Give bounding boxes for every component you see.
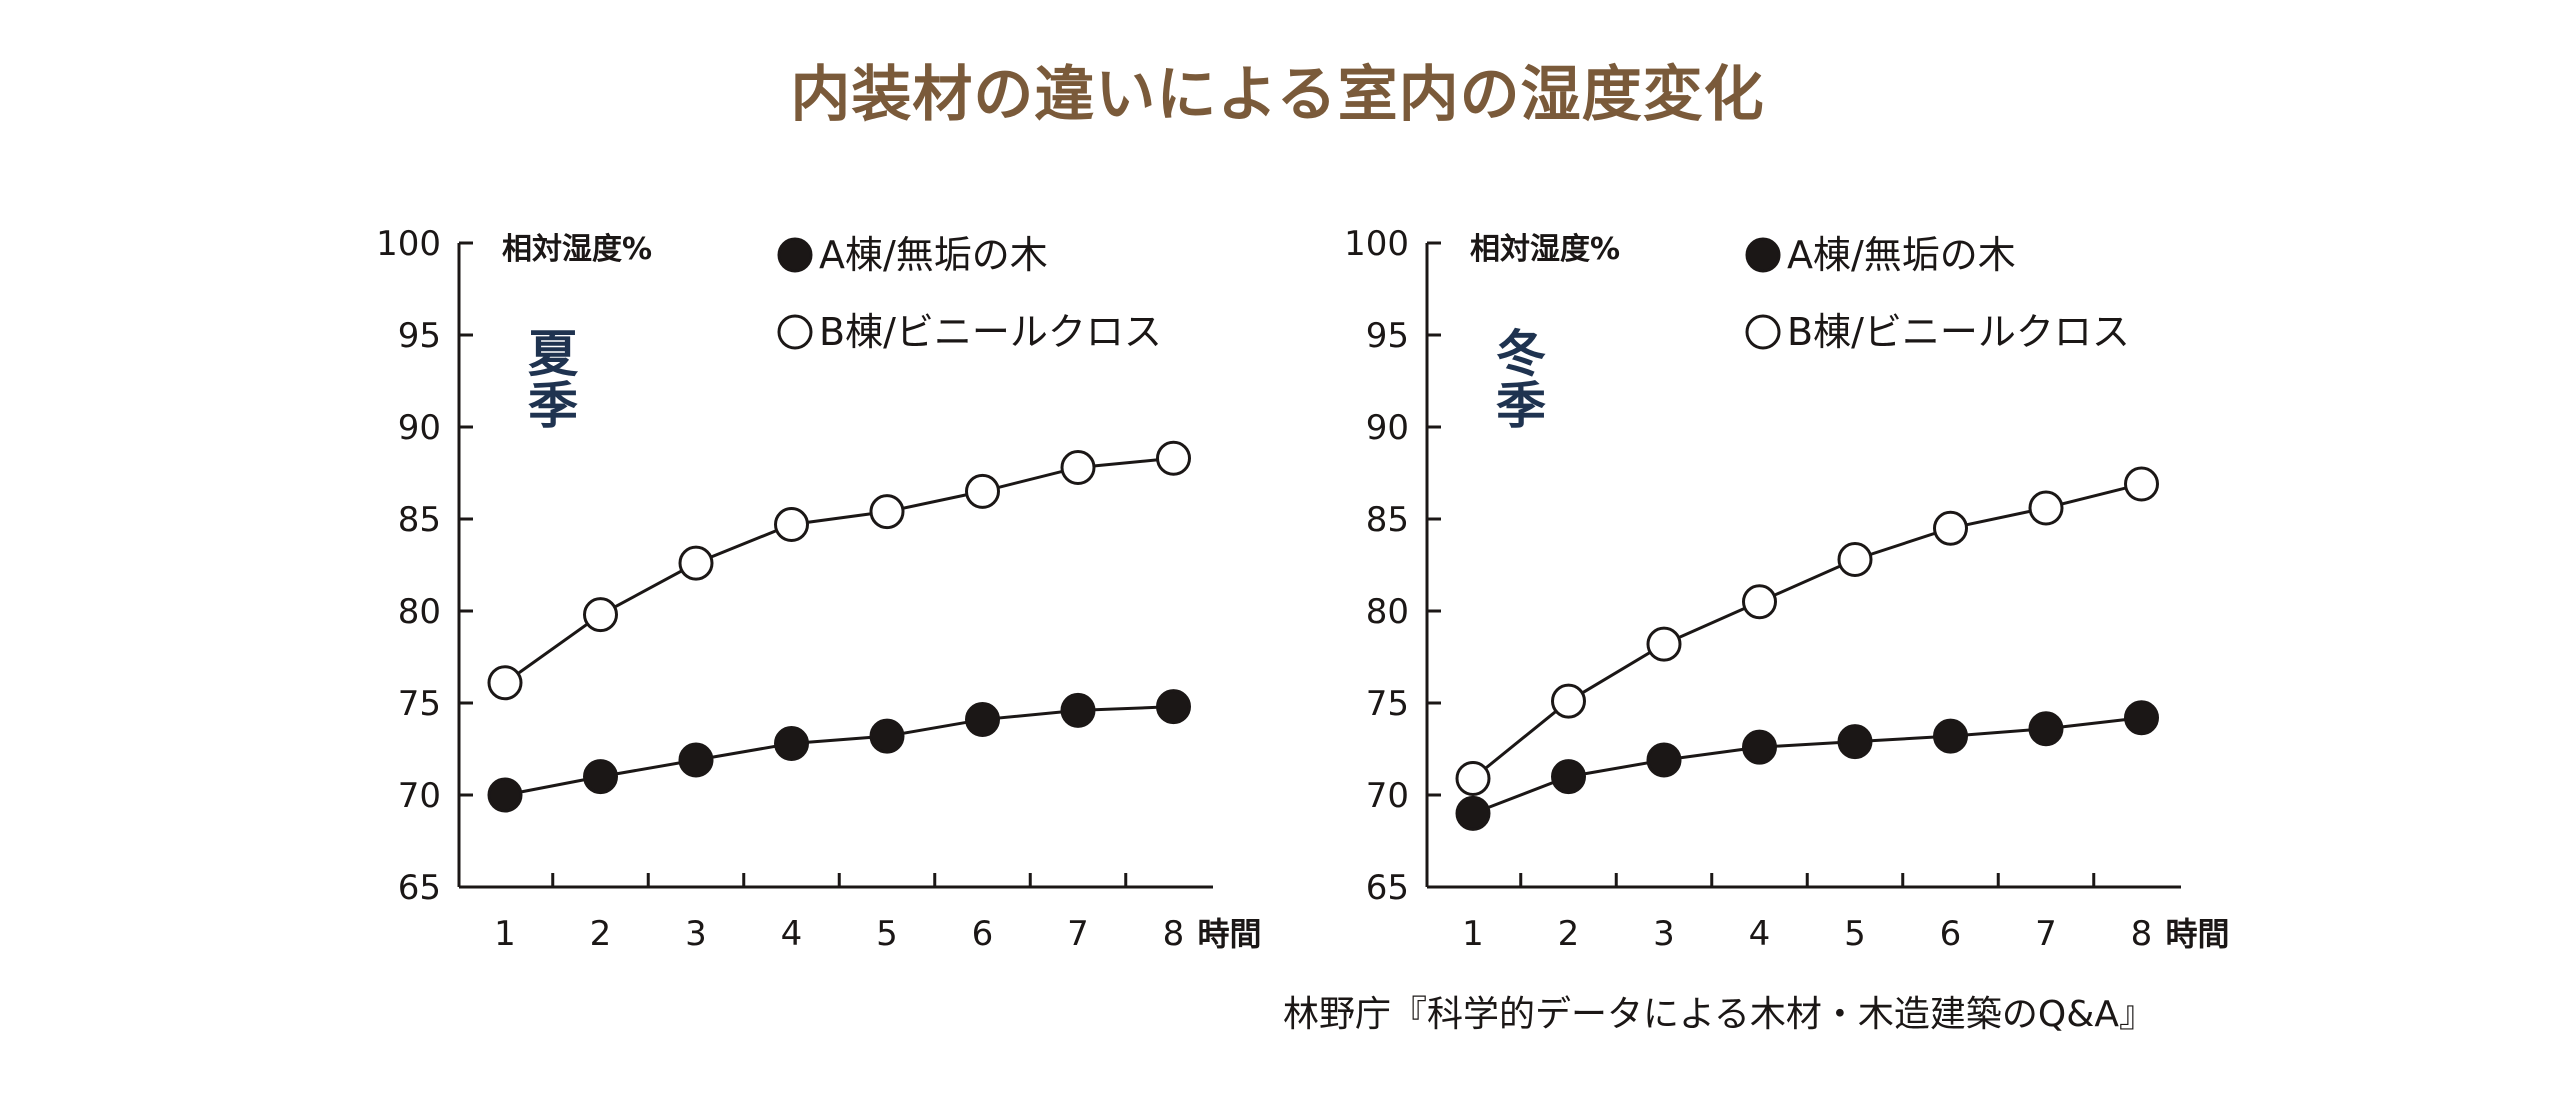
y-axis-label: 相対湿度% — [1470, 232, 1620, 267]
x-axis-label: 時間 — [2166, 915, 2230, 953]
x-tick-label: 5 — [876, 914, 898, 954]
y-axis-label: 相対湿度% — [502, 232, 652, 267]
data-point-open — [1933, 510, 1968, 546]
legend-marker-filled — [777, 237, 813, 273]
data-point-filled — [2124, 700, 2159, 736]
data-point-open — [965, 473, 1000, 509]
data-point-filled — [965, 702, 1000, 738]
x-tick-label: 2 — [1558, 914, 1580, 954]
data-point-filled — [1551, 759, 1586, 795]
legend-label: B棟/ビニールクロス — [819, 310, 1162, 354]
winter-chart-panel: 65 70 75 80 85 90 95 100 1 2 3 4 5 6 7 8 時間 相対湿度% 冬季 A棟/無垢の… — [1344, 224, 2229, 954]
source-credit: 林野庁『科学的データによる木材・木造建築のQ&A』 — [1283, 994, 2155, 1035]
data-point-filled — [678, 742, 714, 778]
x-tick-label: 3 — [685, 914, 707, 954]
data-point-filled — [583, 759, 618, 795]
data-point-open — [1060, 449, 1096, 485]
season-label: 冬季 — [1496, 325, 1546, 435]
season-label: 夏季 — [528, 325, 579, 435]
y-tick-label: 95 — [1366, 316, 1409, 356]
y-tick-label: 75 — [398, 684, 441, 724]
x-tick-label: 3 — [1653, 914, 1675, 954]
chart-title: 内装材の違いによる室内の湿度変化 — [790, 60, 1765, 130]
data-point-open — [1551, 683, 1586, 719]
data-point-open — [1455, 760, 1491, 796]
data-point-filled — [774, 725, 809, 761]
data-point-open — [1742, 584, 1777, 620]
data-point-open — [678, 545, 714, 581]
x-tick-label: 6 — [972, 914, 994, 954]
data-point-filled — [1060, 692, 1096, 728]
legend-marker-open — [777, 314, 813, 350]
data-point-open — [774, 507, 809, 543]
data-point-open — [487, 665, 523, 701]
y-tick-label: 100 — [1344, 224, 1409, 264]
data-point-open — [2124, 466, 2159, 502]
y-tick-label: 85 — [398, 500, 441, 540]
data-point-open — [2028, 490, 2064, 526]
data-point-filled — [2028, 711, 2064, 747]
x-tick-label: 7 — [2035, 914, 2057, 954]
x-tick-label: 8 — [2131, 914, 2153, 954]
data-point-filled — [1742, 729, 1777, 765]
y-tick-label: 95 — [398, 316, 441, 356]
data-point-filled — [869, 718, 905, 754]
x-tick-label: 4 — [781, 914, 803, 954]
y-tick-label: 80 — [1366, 592, 1409, 632]
data-point-filled — [1933, 718, 1968, 754]
legend-label: A棟/無垢の木 — [1787, 233, 2016, 277]
x-tick-label: 1 — [1462, 914, 1484, 954]
data-point-filled — [1156, 689, 1191, 725]
y-tick-label: 70 — [1366, 776, 1409, 816]
x-tick-label: 7 — [1067, 914, 1089, 954]
y-tick-label: 70 — [398, 776, 441, 816]
x-tick-label: 4 — [1749, 914, 1771, 954]
y-tick-label: 65 — [398, 868, 441, 908]
data-point-filled — [1837, 724, 1873, 760]
data-point-filled — [487, 777, 523, 813]
x-tick-label: 2 — [590, 914, 612, 954]
x-tick-label: 8 — [1163, 914, 1185, 954]
data-point-open — [583, 597, 618, 633]
data-point-open — [1837, 541, 1873, 577]
legend-label: B棟/ビニールクロス — [1787, 310, 2130, 354]
y-tick-label: 85 — [1366, 500, 1409, 540]
y-tick-label: 80 — [398, 592, 441, 632]
summer-chart-panel: 65 70 75 80 85 90 95 100 1 2 3 4 5 6 7 8 時間 相対湿度% 夏季 A棟/無垢の… — [376, 224, 1261, 954]
data-point-filled — [1646, 742, 1682, 778]
y-tick-label: 75 — [1366, 684, 1409, 724]
x-tick-label: 5 — [1844, 914, 1866, 954]
legend-marker-open — [1745, 314, 1781, 350]
data-point-open — [1156, 440, 1191, 476]
y-tick-label: 90 — [398, 408, 441, 448]
y-tick-label: 90 — [1366, 408, 1409, 448]
data-point-open — [869, 494, 905, 530]
legend-marker-filled — [1745, 237, 1781, 273]
data-point-open — [1646, 626, 1682, 662]
x-axis-label: 時間 — [1198, 915, 1262, 953]
series-line-b — [504, 456, 1174, 684]
x-tick-label: 1 — [494, 914, 516, 954]
x-tick-label: 6 — [1940, 914, 1962, 954]
legend-label: A棟/無垢の木 — [819, 233, 1048, 277]
y-tick-label: 65 — [1366, 868, 1409, 908]
data-point-filled — [1455, 795, 1491, 831]
y-tick-label: 100 — [376, 224, 441, 264]
